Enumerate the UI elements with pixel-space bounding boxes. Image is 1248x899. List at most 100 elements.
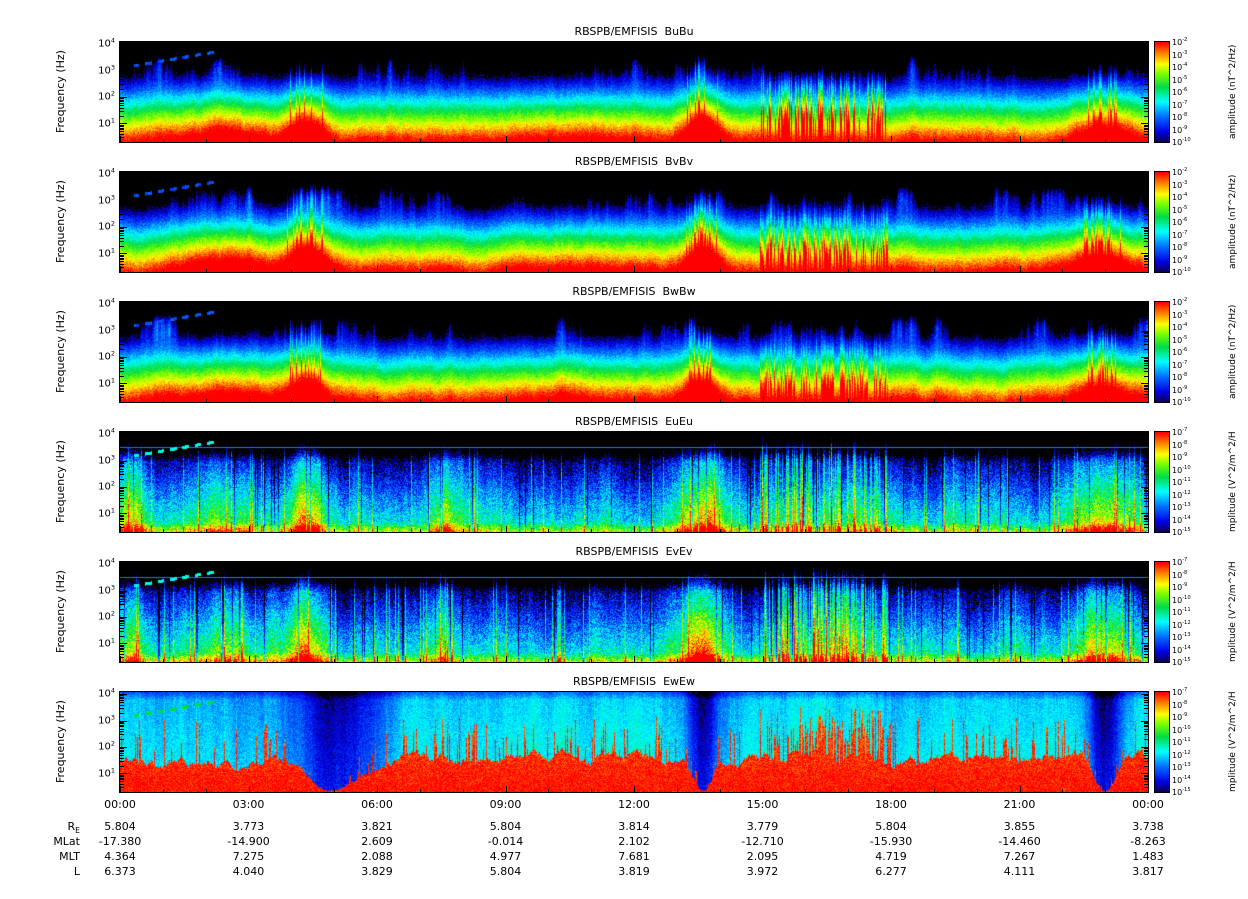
- y-axis-label: Frequency (Hz): [54, 50, 67, 134]
- colorbar-tick-label: 10-7: [1172, 687, 1188, 697]
- axis-tick-mark: [1148, 656, 1149, 662]
- ephemeris-value: -17.380: [98, 835, 142, 848]
- colorbar-tick-label: 10-9: [1172, 582, 1188, 592]
- plot-area: [119, 301, 1149, 403]
- ephemeris-value: -8.263: [1130, 835, 1166, 848]
- colorbar-tick-labels: 10-7 10-8 10-9 10-10 10-11 10-12 10-13 10-14 10-…: [1172, 427, 1202, 537]
- y-tick-label: 101: [98, 635, 115, 650]
- y-tick-label: 103: [98, 452, 115, 467]
- colorbar-tick-label: 10-4: [1172, 192, 1188, 202]
- y-tick-label: 102: [98, 349, 115, 363]
- y-tick-label: 104: [98, 36, 115, 50]
- ephemeris-row-label: L: [73, 865, 80, 878]
- y-tick-label: 104: [98, 556, 115, 570]
- time-tick-label: 00:00: [1132, 798, 1164, 811]
- ephemeris-row-label: MLat: [53, 835, 80, 848]
- colorbar: [1154, 41, 1170, 143]
- colorbar-tick-label: 10-7: [1172, 359, 1188, 370]
- axis-tick-mark: [120, 141, 124, 143]
- spectrogram-canvas: [120, 302, 1148, 402]
- ephemeris-value: -14.460: [998, 835, 1041, 848]
- colorbar-tick-label: 10-13: [1172, 762, 1191, 772]
- colorbar-canvas: [1155, 562, 1169, 662]
- y-tick-label: 103: [98, 322, 115, 337]
- colorbar-unit-label: amplitude (nT^2/Hz): [1228, 304, 1238, 400]
- y-tick-label: 101: [98, 765, 115, 780]
- ephemeris-value: -15.930: [869, 835, 913, 848]
- colorbar-unit-label: mplitude (V^2/m^2/H: [1228, 431, 1238, 533]
- y-tick-label: 101: [98, 375, 115, 390]
- colorbar-canvas: [1155, 42, 1169, 142]
- colorbar-tick-label: 10-4: [1172, 322, 1188, 332]
- colorbar-tick-label: 10-3: [1172, 49, 1188, 60]
- plot-area: [119, 171, 1149, 273]
- spectrogram-panel: RBSPB/EMFISIS BwBw Frequency (Hz) 104 103…: [0, 284, 1248, 414]
- ephemeris-value: 7.275: [232, 850, 265, 863]
- colorbar-tick-label: 10-9: [1172, 254, 1188, 265]
- panel-title: RBSPB/EMFISIS EuEu: [575, 415, 693, 428]
- y-tick-label: 102: [98, 479, 115, 493]
- colorbar-tick-label: 10-15: [1172, 787, 1191, 797]
- time-tick-label: 12:00: [618, 798, 650, 811]
- colorbar-tick-label: 10-9: [1172, 712, 1188, 722]
- y-tick-label: 101: [98, 245, 115, 260]
- time-tick-label: 18:00: [875, 798, 907, 811]
- spectrogram-panel: RBSPB/EMFISIS EuEu Frequency (Hz) 104 103…: [0, 414, 1248, 544]
- ephemeris-value: 3.972: [746, 865, 779, 878]
- ephemeris-value: 5.804: [875, 820, 907, 833]
- ephemeris-value: 7.267: [1003, 850, 1036, 863]
- ephemeris-value: 3.738: [1132, 820, 1164, 833]
- y-tick-label: 101: [98, 505, 115, 520]
- colorbar-tick-label: 10-6: [1172, 217, 1188, 227]
- colorbar-tick-label: 10-8: [1172, 699, 1188, 710]
- spectrogram-panel: RBSPB/EMFISIS BvBv Frequency (Hz) 104 103…: [0, 154, 1248, 284]
- ephemeris-value: 3.829: [361, 865, 393, 878]
- time-tick-label: 15:00: [746, 798, 779, 811]
- spectrogram-panel: RBSPB/EMFISIS EvEv Frequency (Hz) 104 103…: [0, 544, 1248, 674]
- colorbar-tick-label: 10-7: [1172, 99, 1188, 110]
- colorbar: [1154, 431, 1170, 533]
- colorbar-canvas: [1155, 432, 1169, 532]
- y-tick-labels: 104 103 102 101: [84, 556, 117, 663]
- colorbar-tick-label: 10-6: [1172, 87, 1188, 97]
- y-axis-label: Frequency (Hz): [54, 700, 67, 784]
- colorbar-unit-label: mplitude (V^2/m^2/H: [1228, 561, 1238, 663]
- colorbar-tick-label: 10-10: [1172, 594, 1191, 605]
- colorbar-canvas: [1155, 692, 1169, 792]
- y-tick-label: 103: [98, 192, 115, 207]
- colorbar-canvas: [1155, 302, 1169, 402]
- ephemeris-value: 2.102: [618, 835, 650, 848]
- colorbar-canvas: [1155, 172, 1169, 272]
- y-tick-label: 104: [98, 166, 115, 180]
- panel-title: RBSPB/EMFISIS BwBw: [572, 285, 696, 298]
- panel-title: RBSPB/EMFISIS EwEw: [573, 675, 695, 688]
- plot-area: [119, 561, 1149, 663]
- colorbar: [1154, 561, 1170, 663]
- panel-title: RBSPB/EMFISIS BuBu: [574, 25, 694, 38]
- colorbar-tick-label: 10-8: [1172, 112, 1188, 122]
- plot-area: [119, 691, 1149, 793]
- colorbar-tick-label: 10-10: [1172, 137, 1191, 147]
- ephemeris-value: 3.819: [618, 865, 650, 878]
- y-tick-label: 103: [98, 712, 115, 727]
- colorbar-tick-label: 10-8: [1172, 242, 1188, 252]
- colorbar-tick-label: 10-12: [1172, 489, 1191, 500]
- ephemeris-value: 4.040: [232, 865, 265, 878]
- y-axis-label: Frequency (Hz): [54, 310, 67, 394]
- axis-tick-mark: [1148, 786, 1149, 792]
- ephemeris-value: 2.609: [361, 835, 393, 848]
- colorbar-tick-label: 10-5: [1172, 74, 1188, 85]
- axis-tick-mark: [120, 661, 124, 663]
- axis-tick-mark: [120, 531, 124, 533]
- panel-title: RBSPB/EMFISIS BvBv: [574, 155, 694, 168]
- time-tick-label: 03:00: [232, 798, 265, 811]
- ephemeris-value: 5.804: [104, 820, 136, 833]
- colorbar-tick-label: 10-4: [1172, 62, 1188, 72]
- axis-tick-mark: [1144, 141, 1148, 143]
- colorbar-tick-label: 10-15: [1172, 527, 1191, 537]
- spectrogram-panel: RBSPB/EMFISIS EwEw Frequency (Hz) 104 103…: [0, 674, 1248, 804]
- colorbar-tick-label: 10-3: [1172, 179, 1188, 190]
- colorbar-tick-labels: 10-2 10-3 10-4 10-5 10-6 10-7 10-8 10-9 10-10: [1172, 167, 1202, 277]
- colorbar-tick-label: 10-15: [1172, 657, 1191, 667]
- colorbar-tick-labels: 10-2 10-3 10-4 10-5 10-6 10-7 10-8 10-9 10-10: [1172, 37, 1202, 147]
